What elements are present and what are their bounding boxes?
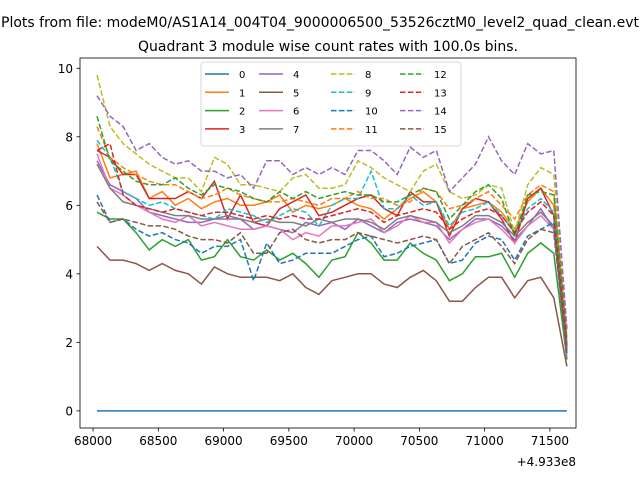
x-tick-label: 70500 [400,434,438,448]
series-line-11 [96,126,568,336]
x-tick-label: 69000 [204,434,242,448]
series-line-12 [96,115,568,339]
y-tick-label: 8 [65,130,73,144]
axes-frame [79,57,577,429]
series-line-2 [96,211,568,360]
suptitle: Plots from file: modeM0/AS1A14_004T04_90… [1,15,639,31]
series-line-5 [96,245,568,367]
series-lines [96,74,568,412]
legend-label-10: 10 [365,107,378,118]
x-tick-label: 68500 [139,434,177,448]
x-offset-label: +4.933e8 [517,455,576,469]
y-tick-label: 4 [65,267,73,281]
legend-label-6: 6 [293,107,299,118]
series-line-15 [96,201,568,353]
series-line-13 [96,142,568,346]
legend-label-7: 7 [293,125,299,136]
legend-label-3: 3 [239,125,245,136]
legend-label-15: 15 [434,125,447,136]
series-line-6 [96,153,568,357]
series-line-3 [96,149,568,350]
legend-label-13: 13 [434,88,447,99]
legend-label-4: 4 [293,70,299,81]
legend-label-9: 9 [365,88,371,99]
y-tick-label: 10 [58,62,73,76]
legend-label-5: 5 [293,88,299,99]
y-tick-label: 2 [65,336,73,350]
legend-label-8: 8 [365,70,371,81]
y-axis: 0 2 4 6 8 10 [58,62,80,418]
series-line-7 [96,163,568,353]
y-tick-label: 0 [65,404,73,418]
legend-label-0: 0 [239,70,245,81]
series-line-9 [96,139,568,343]
series-line-10 [96,194,568,357]
legend-box [200,61,462,147]
series-line-14 [96,95,568,329]
legend-label-11: 11 [365,125,378,136]
legend-label-14: 14 [434,107,447,118]
y-tick-label: 6 [65,199,73,213]
legend-label-2: 2 [239,107,245,118]
x-tick-label: 71500 [531,434,569,448]
x-tick-label: 71000 [466,434,504,448]
x-axis: 68000 68500 69000 69500 70000 70500 71000 71500 [74,428,569,448]
legend-label-1: 1 [239,88,245,99]
x-tick-label: 68000 [74,434,112,448]
chart-title: Quadrant 3 module wise count rates with … [138,39,518,55]
legend-label-12: 12 [434,70,447,81]
x-tick-label: 69500 [270,434,308,448]
x-tick-label: 70000 [335,434,373,448]
